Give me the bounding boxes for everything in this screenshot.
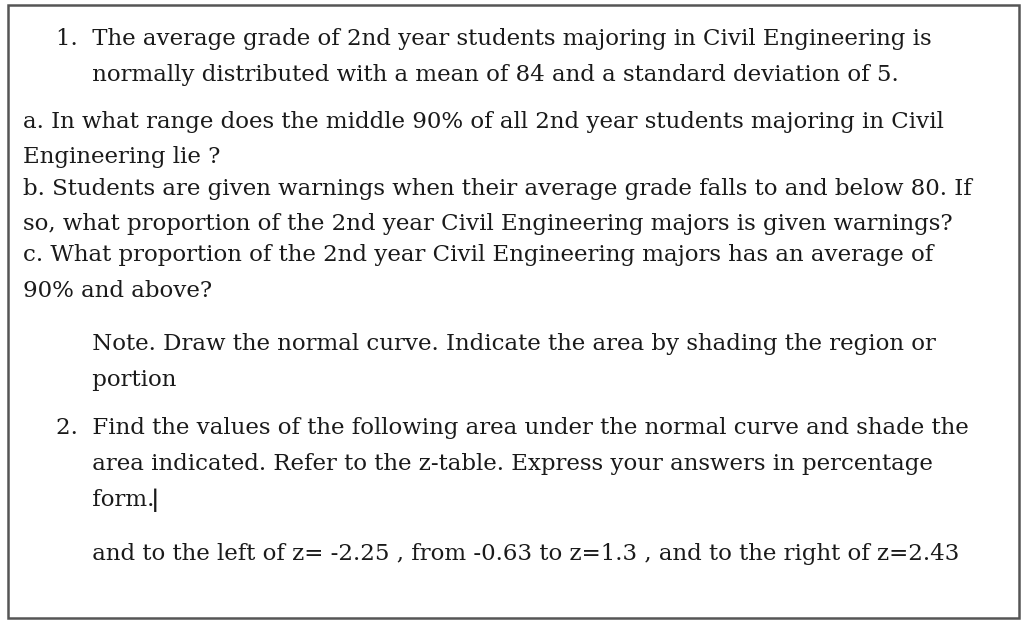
Text: b. Students are given warnings when their average grade falls to and below 80. I: b. Students are given warnings when thei… [23,178,972,199]
Text: normally distributed with a mean of 84 and a standard deviation of 5.: normally distributed with a mean of 84 a… [56,64,900,85]
Text: 2.  Find the values of the following area under the normal curve and shade the: 2. Find the values of the following area… [56,417,969,439]
FancyBboxPatch shape [8,5,1019,618]
Text: c. What proportion of the 2nd year Civil Engineering majors has an average of: c. What proportion of the 2nd year Civil… [23,244,933,266]
Text: a. In what range does the middle 90% of all 2nd year students majoring in Civil: a. In what range does the middle 90% of … [23,111,944,133]
Text: portion: portion [56,369,177,391]
Text: 1.  The average grade of 2nd year students majoring in Civil Engineering is: 1. The average grade of 2nd year student… [56,28,933,50]
Text: form.▏: form.▏ [56,488,173,512]
Text: so, what proportion of the 2nd year Civil Engineering majors is given warnings?: so, what proportion of the 2nd year Civi… [23,213,952,235]
Text: Note. Draw the normal curve. Indicate the area by shading the region or: Note. Draw the normal curve. Indicate th… [56,333,937,355]
Text: Engineering lie ?: Engineering lie ? [23,146,220,168]
Text: area indicated. Refer to the z-table. Express your answers in percentage: area indicated. Refer to the z-table. Ex… [56,453,934,475]
Text: and to the left of z= -2.25 , from -0.63 to z=1.3 , and to the right of z=2.43: and to the left of z= -2.25 , from -0.63… [56,543,960,565]
Text: 90% and above?: 90% and above? [23,280,212,302]
